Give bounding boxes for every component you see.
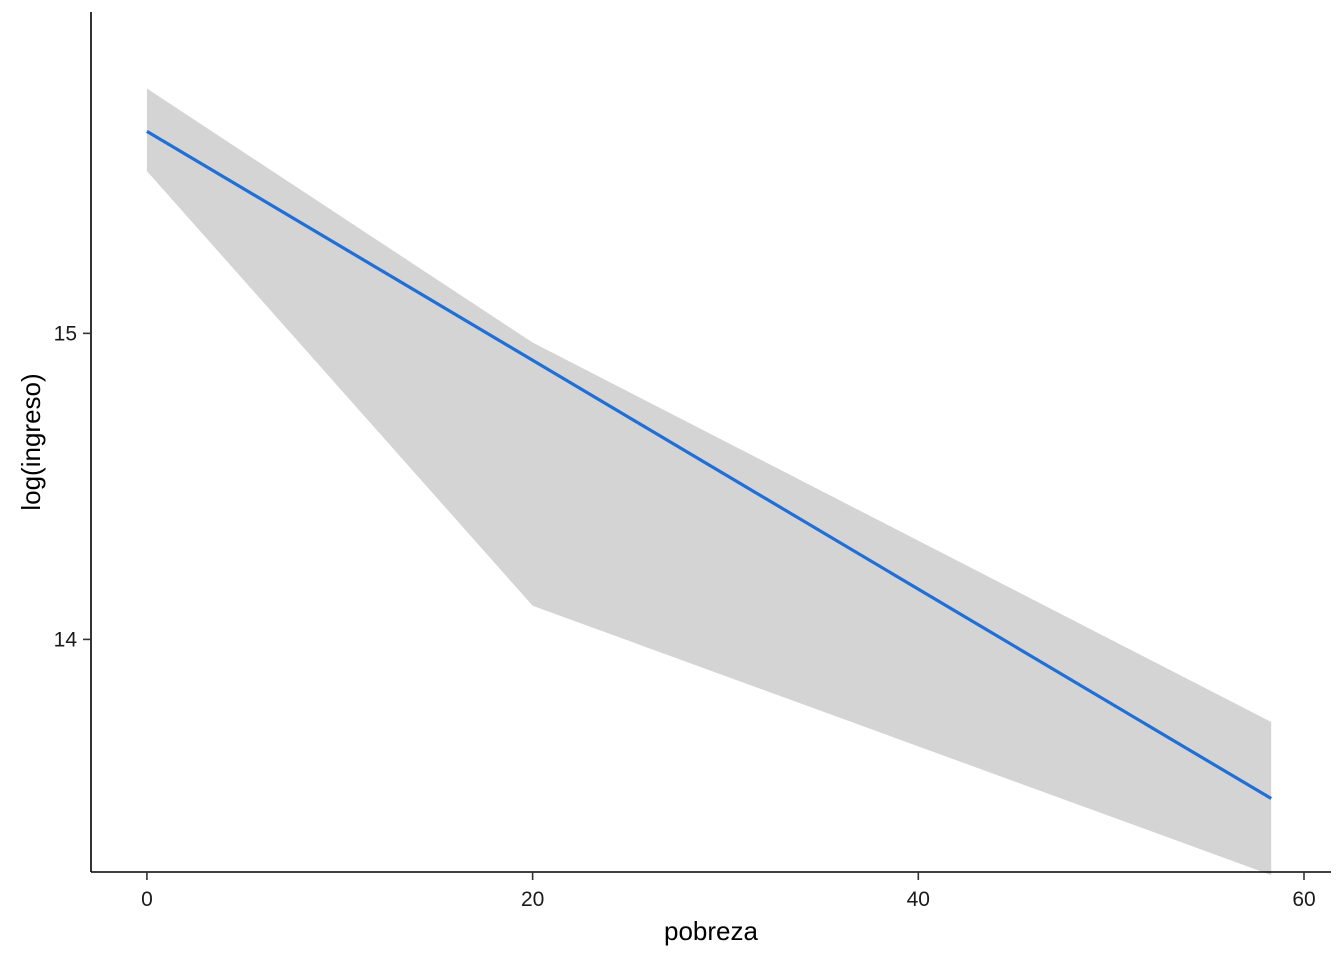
- x-tick-label: 0: [141, 888, 153, 911]
- x-axis-ticks: 0 20 40 60: [141, 872, 1316, 911]
- confidence-band: [146, 88, 1272, 876]
- y-tick-label: 14: [54, 628, 78, 651]
- y-tick-label: 15: [54, 322, 77, 345]
- x-tick-label: 20: [521, 888, 544, 911]
- y-axis-ticks: 14 15: [54, 322, 91, 651]
- x-tick-label: 60: [1292, 888, 1315, 911]
- x-axis-title: pobreza: [664, 916, 758, 946]
- y-axis-title: log(ingreso): [16, 373, 46, 510]
- x-tick-label: 40: [907, 888, 930, 911]
- regression-line: [146, 129, 1273, 800]
